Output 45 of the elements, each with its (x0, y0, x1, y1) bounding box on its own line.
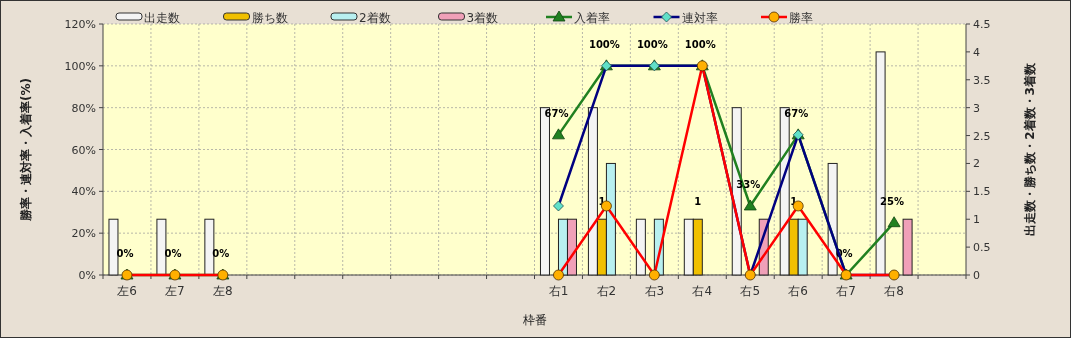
legend-label: 勝ち数 (251, 11, 288, 25)
x-tick-label: 右4 (692, 284, 713, 298)
y2-axis-title: 出走数・勝ち数・2着数・3着数 (1023, 62, 1037, 236)
x-tick-label: 右2 (596, 284, 617, 298)
data-label: 100% (588, 38, 620, 50)
y-tick-label: 20% (71, 227, 96, 241)
y-tick-label: 0% (78, 269, 96, 282)
x-tick-label: 右5 (740, 284, 761, 298)
data-label: 0% (116, 248, 134, 259)
data-label: 100% (684, 38, 716, 50)
legend-label: 連対率 (681, 11, 718, 25)
legend-label: 2着数 (359, 11, 391, 25)
data-label: 25% (880, 195, 905, 207)
y-tick-label: 80% (71, 101, 96, 115)
x-tick-label: 右3 (644, 284, 665, 298)
y-tick-label: 60% (71, 143, 96, 157)
x-axis-title: 枠番 (521, 313, 547, 327)
x-tick-label: 右7 (836, 284, 856, 298)
x-tick-label: 右6 (788, 284, 809, 298)
legend-label: 入着率 (574, 11, 610, 25)
x-tick-label: 右8 (884, 284, 904, 298)
y-tick-label: 40% (71, 185, 96, 199)
y2-tick-label: 4 (973, 45, 980, 59)
legend-label: 出走数 (144, 11, 180, 25)
data-label: 0% (164, 248, 182, 259)
y-axis-title: 勝率・連対率・入着率(%) (19, 78, 33, 222)
x-tick-label: 左6 (117, 284, 137, 298)
x-tick-label: 右1 (548, 284, 569, 298)
data-label: 100% (636, 38, 668, 50)
y2-tick-label: 3.5 (973, 73, 991, 87)
x-tick-label: 左8 (213, 284, 233, 298)
y2-tick-label: 1 (973, 213, 980, 227)
data-label: 1 (694, 196, 702, 208)
y2-tick-label: 2 (973, 157, 980, 171)
legend-label: 3着数 (466, 11, 499, 25)
y2-tick-label: 3 (973, 101, 980, 115)
y2-tick-label: 1.5 (973, 185, 991, 199)
x-tick-label: 左7 (165, 284, 185, 298)
y2-tick-label: 2.5 (973, 129, 991, 143)
y-tick-label: 120% (64, 18, 96, 31)
y2-tick-label: 0.5 (973, 241, 991, 255)
legend-label: 勝率 (789, 11, 813, 25)
y-tick-label: 100% (64, 59, 96, 73)
y2-tick-label: 4.5 (973, 18, 991, 31)
y2-tick-label: 0 (973, 269, 980, 282)
